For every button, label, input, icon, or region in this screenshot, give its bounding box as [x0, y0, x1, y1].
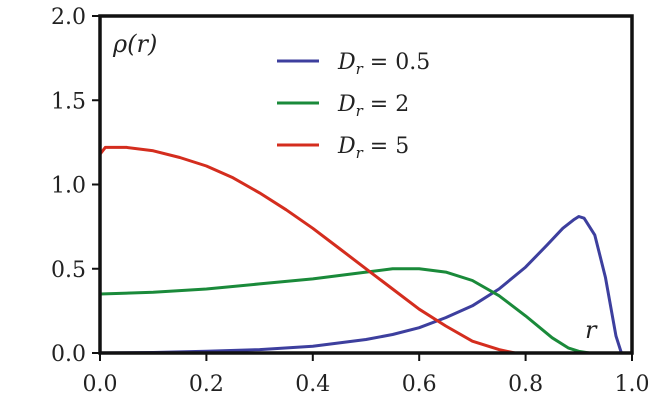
x-tick-label-1: 0.2 [189, 372, 224, 397]
ticks-layer: 0.0 0.2 0.4 0.6 0.8 1.0 0.0 0.5 1.0 1.5 2.0 [51, 5, 650, 397]
x-axis-label: r [585, 316, 598, 344]
legend-label-2: Dr = 5 [337, 134, 409, 162]
x-tick-label-0: 0.0 [83, 372, 118, 397]
series-line-1 [99, 267, 601, 355]
y-tick-label-3: 1.5 [51, 89, 86, 114]
series-line-2 [98, 145, 526, 355]
y-axis-label: ρ(r) [112, 30, 157, 58]
series-layer [98, 145, 623, 355]
x-tick-label-3: 0.6 [402, 372, 437, 397]
x-tick-label-2: 0.4 [295, 372, 330, 397]
legend-label-1: Dr = 2 [337, 92, 409, 120]
series-line-0 [99, 215, 623, 355]
x-tick-label-4: 0.8 [508, 372, 543, 397]
y-tick-label-2: 1.0 [51, 174, 86, 199]
legend-label-0: Dr = 0.5 [337, 50, 430, 78]
x-tick-label-5: 1.0 [615, 372, 650, 397]
y-tick-label-0: 0.0 [51, 342, 86, 367]
y-tick-label-1: 0.5 [51, 258, 86, 283]
legend: Dr = 0.5 Dr = 2 Dr = 5 [277, 50, 430, 162]
y-tick-label-4: 2.0 [51, 5, 86, 30]
